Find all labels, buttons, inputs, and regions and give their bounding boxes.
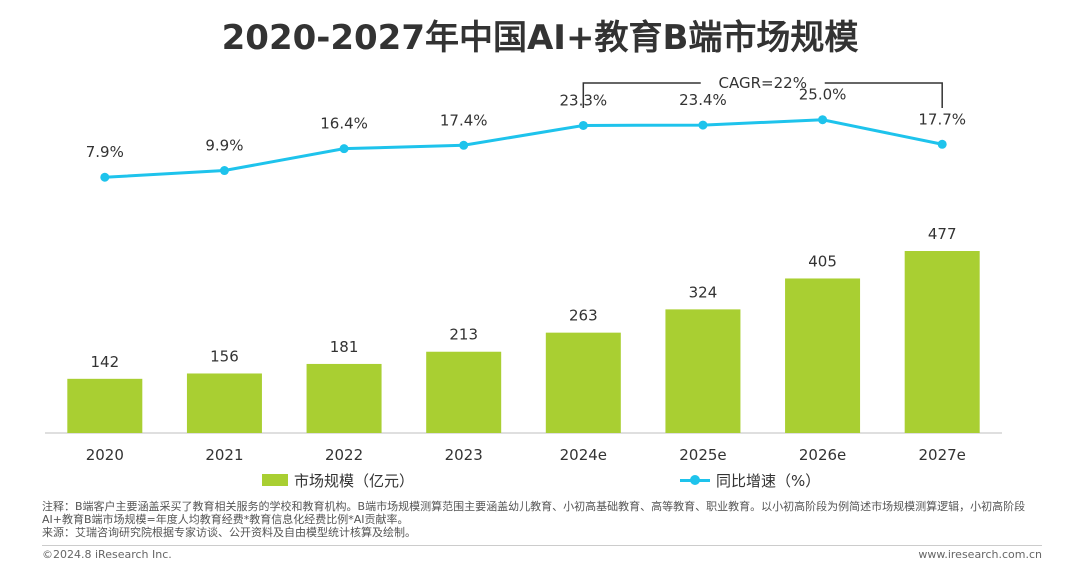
x-tick-label: 2021 bbox=[205, 446, 243, 464]
bar-value-label: 324 bbox=[689, 283, 718, 301]
growth-value-label: 7.9% bbox=[86, 143, 124, 161]
growth-point bbox=[578, 120, 588, 130]
cagr-bracket-right bbox=[824, 82, 943, 108]
legend-bar: 市场规模（亿元） bbox=[262, 470, 414, 490]
bar bbox=[785, 278, 861, 433]
footer-divider bbox=[42, 545, 1042, 546]
growth-point bbox=[818, 115, 828, 125]
bar-value-label: 477 bbox=[928, 225, 957, 243]
bar-value-label: 405 bbox=[808, 252, 837, 270]
bar bbox=[904, 251, 980, 433]
bar bbox=[665, 309, 741, 433]
x-tick-label: 2024e bbox=[560, 446, 607, 464]
source-text: 来源：艾瑞咨询研究院根据专家访谈、公开资料及自由模型统计核算及绘制。 bbox=[42, 526, 416, 539]
bar-value-label: 263 bbox=[569, 307, 598, 325]
bar bbox=[426, 351, 502, 433]
x-tick-label: 2020 bbox=[86, 446, 124, 464]
legend-line-label: 同比增速（%） bbox=[716, 471, 821, 490]
x-tick-label: 2023 bbox=[445, 446, 483, 464]
bar bbox=[306, 363, 382, 433]
footer-copyright: ©2024.8 iResearch Inc. bbox=[42, 548, 172, 561]
x-tick-label: 2026e bbox=[799, 446, 846, 464]
x-tick-label: 2025e bbox=[679, 446, 726, 464]
growth-value-label: 17.4% bbox=[440, 111, 488, 129]
bar bbox=[186, 373, 262, 433]
bar-value-label: 156 bbox=[210, 347, 239, 365]
growth-line bbox=[104, 118, 943, 179]
bar-value-label: 181 bbox=[330, 338, 359, 356]
cagr-label: CAGR=22% bbox=[719, 74, 807, 92]
combo-chart: 142 156 181 213 263 324 405 477 2020 2021 2022 2023… bbox=[45, 74, 1002, 464]
growth-point bbox=[219, 166, 229, 176]
legend-bar-swatch bbox=[262, 474, 288, 486]
bar bbox=[67, 378, 143, 433]
legend-line: 同比增速（%） bbox=[680, 470, 820, 490]
legend-bar-label: 市场规模（亿元） bbox=[294, 471, 415, 490]
chart-title: 2020-2027年中国AI+教育B端市场规模 bbox=[221, 18, 859, 58]
growth-point bbox=[937, 139, 947, 149]
bar-value-label: 142 bbox=[90, 353, 119, 371]
growth-value-label: 17.7% bbox=[918, 110, 966, 128]
notes: 注释：B端客户主要涵盖采买了教育相关服务的学校和教育机构。B端市场规模测算范围主… bbox=[42, 500, 1052, 539]
legend-line-swatch bbox=[680, 474, 710, 486]
growth-point bbox=[339, 144, 349, 154]
growth-point bbox=[100, 172, 110, 182]
x-tick-label: 2022 bbox=[325, 446, 363, 464]
growth-point bbox=[698, 120, 708, 130]
bar bbox=[545, 332, 621, 433]
growth-value-label: 9.9% bbox=[205, 137, 243, 155]
note-text: 注释：B端客户主要涵盖采买了教育相关服务的学校和教育机构。B端市场规模测算范围主… bbox=[42, 500, 1026, 526]
growth-value-label: 23.4% bbox=[679, 91, 727, 109]
x-tick-label: 2027e bbox=[918, 446, 965, 464]
cagr-bracket-left bbox=[582, 82, 701, 108]
bar-value-label: 213 bbox=[449, 326, 478, 344]
growth-value-label: 25.0% bbox=[799, 86, 847, 104]
growth-point bbox=[459, 140, 469, 150]
footer-website: www.iresearch.com.cn bbox=[918, 548, 1042, 561]
growth-value-label: 16.4% bbox=[320, 115, 368, 133]
